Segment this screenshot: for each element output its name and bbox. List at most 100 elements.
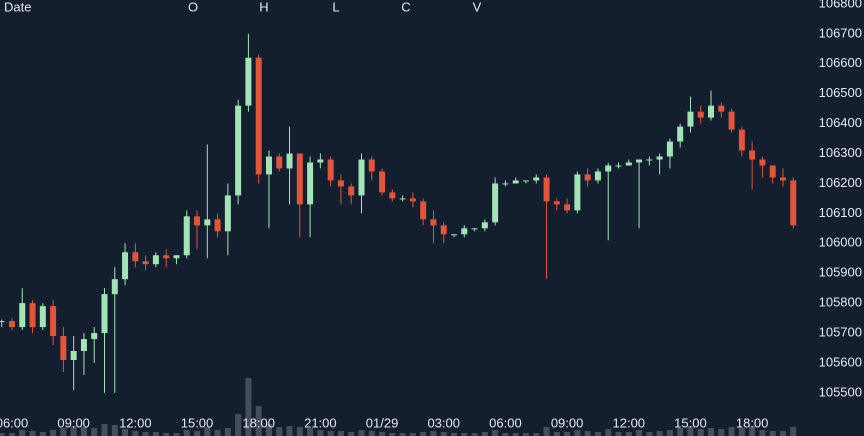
x-tick-label: 12:00 <box>613 415 646 430</box>
candle-body <box>19 303 26 328</box>
volume-bar <box>636 430 643 436</box>
x-tick-label: 15:00 <box>181 415 214 430</box>
candle-body <box>708 105 715 118</box>
x-tick-label: 12:00 <box>119 415 152 430</box>
candle-body <box>80 339 87 352</box>
volume-bar <box>564 432 571 436</box>
candle-body <box>718 105 725 112</box>
x-tick-label: 01/29 <box>366 415 399 430</box>
candle-body <box>759 159 766 166</box>
volume-bar <box>605 429 612 436</box>
volume-bar <box>389 433 396 436</box>
volume-bar <box>708 428 715 436</box>
candle-body <box>553 201 560 205</box>
candle-body <box>348 186 355 196</box>
candle-body <box>235 105 242 196</box>
y-tick-label: 106000 <box>819 235 862 250</box>
candle-body <box>430 219 437 226</box>
volume-bar <box>409 433 416 436</box>
volume-bar <box>666 430 673 436</box>
volume-bar <box>91 428 98 436</box>
volume-layer <box>0 378 797 436</box>
candle-body <box>636 159 643 163</box>
candle-body <box>646 159 653 161</box>
candle-body <box>471 228 478 230</box>
volume-bar <box>29 431 36 436</box>
volume-bar <box>204 427 211 436</box>
volume-bar <box>492 430 499 436</box>
candle-body <box>163 255 170 259</box>
volume-bar <box>173 433 180 436</box>
volume-bar <box>399 433 406 436</box>
volume-bar <box>39 432 46 436</box>
candle-body <box>420 201 427 220</box>
candle-body <box>399 198 406 200</box>
volume-bar <box>111 425 118 436</box>
candle-body <box>111 279 118 295</box>
volume-bar <box>194 431 201 436</box>
candle-body <box>50 306 57 337</box>
volume-bar <box>749 426 756 436</box>
volume-bar <box>358 430 365 436</box>
candle-body <box>265 156 272 175</box>
volume-bar <box>132 431 139 436</box>
volume-bar <box>481 432 488 436</box>
volume-bar <box>430 431 437 436</box>
volume-bar <box>738 428 745 436</box>
y-tick-label: 106200 <box>819 175 862 190</box>
candle-body <box>779 177 786 181</box>
candle-body <box>317 159 324 163</box>
volume-bar <box>245 378 252 436</box>
header-label: H <box>259 0 268 14</box>
candle-body <box>70 351 77 360</box>
candle-body <box>728 111 735 130</box>
candle-body <box>749 150 756 160</box>
volume-bar <box>152 432 159 436</box>
candle-body <box>440 225 447 235</box>
candle-body <box>379 171 386 193</box>
volume-bar <box>451 433 458 436</box>
candle-body <box>358 159 365 196</box>
candle-body <box>605 165 612 172</box>
volume-bar <box>687 426 694 436</box>
header-label: C <box>401 0 410 14</box>
volume-bar <box>19 430 26 436</box>
volume-bar <box>50 430 57 436</box>
candle-body <box>204 219 211 226</box>
volume-bar <box>522 433 529 436</box>
candle-body <box>296 153 303 205</box>
x-tick-label: 06:00 <box>489 415 522 430</box>
volume-bar <box>656 431 663 436</box>
candle-body <box>656 156 663 160</box>
candle-body <box>389 192 396 199</box>
volume-bar <box>533 433 540 436</box>
header-label: V <box>473 0 482 14</box>
volume-bar <box>255 406 262 436</box>
candle-body <box>132 252 139 262</box>
candle-body <box>8 321 15 328</box>
candle-body <box>677 126 684 142</box>
volume-bar <box>8 433 15 436</box>
candle-body <box>738 129 745 151</box>
volume-bar <box>543 427 550 436</box>
candle-body <box>286 153 293 169</box>
candle-body <box>697 111 704 118</box>
candle-body <box>152 255 159 265</box>
y-tick-label: 106100 <box>819 205 862 220</box>
volume-bar <box>80 427 87 436</box>
volume-bar <box>327 431 334 436</box>
candle-body <box>276 156 283 169</box>
candle-body <box>327 159 334 181</box>
candle-body <box>173 255 180 259</box>
volume-bar <box>759 430 766 436</box>
volume-bar <box>379 432 386 436</box>
x-tick-label: 06:00 <box>0 415 28 430</box>
volume-bar <box>0 433 5 436</box>
x-tick-label: 03:00 <box>427 415 460 430</box>
volume-bar <box>769 431 776 436</box>
header-label: Date <box>4 0 31 14</box>
candle-body <box>625 162 632 166</box>
volume-bar <box>625 432 632 436</box>
candle-body <box>687 111 694 127</box>
volume-bar <box>440 432 447 436</box>
